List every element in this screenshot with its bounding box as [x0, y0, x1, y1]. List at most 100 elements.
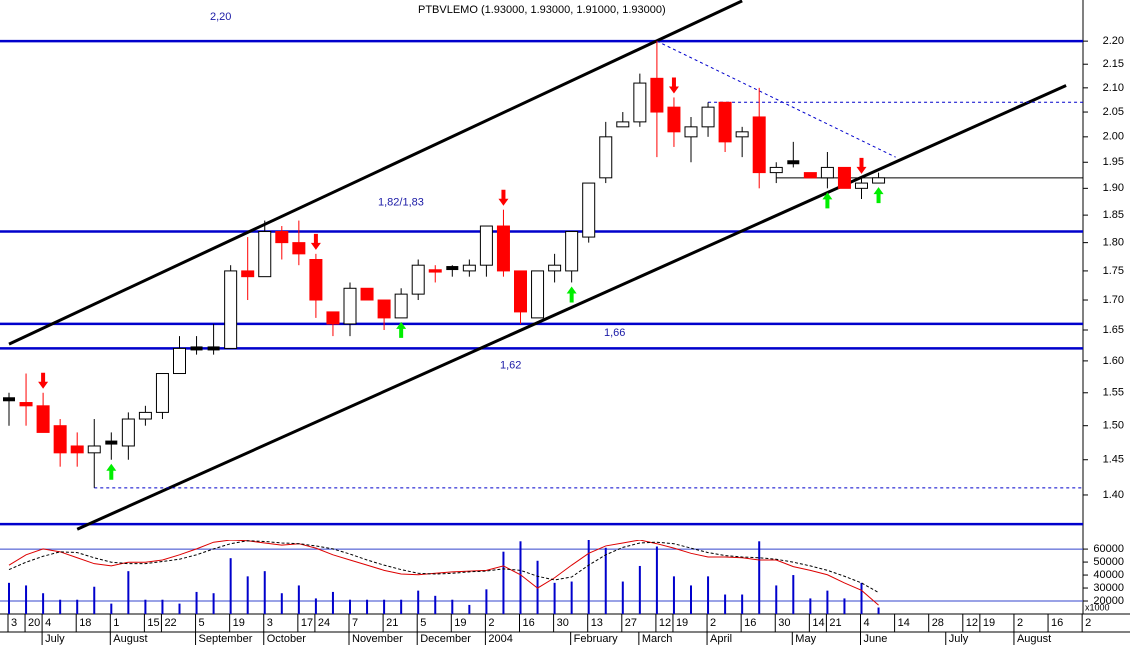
candle-body [190, 346, 203, 351]
sell-arrow [498, 189, 509, 206]
volume-bar [638, 565, 641, 614]
x-tick-label: 19 [676, 617, 688, 629]
buy-arrow [106, 463, 117, 480]
candle-body [241, 270, 255, 278]
volume-bar [417, 590, 420, 614]
candle-body [514, 270, 527, 313]
y-tick-label: 2.05 [1103, 106, 1124, 118]
volume-bar [707, 576, 710, 614]
y-tick-label: 1.90 [1103, 182, 1124, 194]
x-tick-label: 2 [1017, 617, 1023, 629]
candle-body [360, 287, 374, 301]
volume-bar [758, 541, 761, 614]
x-tick-label: 2 [1085, 617, 1091, 629]
volume-bar [519, 541, 522, 614]
x-tick-label: 12 [659, 617, 671, 629]
volume-bar [229, 558, 232, 614]
volume-bar [195, 591, 198, 614]
volume-bar [655, 546, 658, 614]
candle-body [411, 264, 425, 295]
candle-body [309, 259, 323, 301]
x-tick-label: 18 [79, 617, 91, 629]
volume-bar [502, 551, 505, 614]
volume-bar [741, 594, 744, 614]
candle-body [531, 270, 545, 319]
volume-bar [178, 603, 181, 614]
candle-body [275, 231, 289, 244]
volume-bar [246, 576, 249, 614]
line-label: 2,20 [210, 11, 231, 23]
volume-bar [843, 598, 846, 614]
volume-bar [400, 599, 403, 614]
volume-bar [383, 599, 386, 614]
volume-bar [144, 599, 147, 614]
volume-bar [263, 571, 266, 614]
volume-bar [434, 595, 437, 614]
month-label: July [949, 633, 969, 645]
volume-tick-label: 20000 [1093, 595, 1124, 607]
oscillator-line [8, 540, 879, 606]
x-tick-label: 5 [420, 617, 426, 629]
month-label: August [113, 633, 147, 645]
x-tick-label: 16 [744, 617, 756, 629]
candle-body [462, 264, 476, 272]
x-tick-label: 2 [710, 617, 716, 629]
volume-unit: x1000 [1085, 602, 1110, 612]
volume-bar [468, 604, 471, 614]
x-tick-label: 3 [11, 617, 17, 629]
y-tick-label: 1.40 [1103, 489, 1124, 501]
x-tick-label: 2 [488, 617, 494, 629]
candle-body [343, 287, 357, 325]
x-tick-label: 22 [164, 617, 176, 629]
month-label: May [795, 633, 816, 645]
candle-body [138, 411, 152, 420]
month-label: April [710, 633, 732, 645]
y-tick-label: 1.80 [1103, 237, 1124, 249]
volume-bar [587, 540, 590, 614]
buy-arrow [873, 187, 884, 204]
sell-arrow [668, 77, 679, 94]
candle-body [258, 231, 272, 278]
x-tick-label: 17 [301, 617, 313, 629]
candle-body [565, 231, 579, 272]
x-tick-label: 30 [557, 617, 569, 629]
volume-bar [297, 585, 300, 614]
candle-body [87, 445, 101, 454]
x-tick-label: 19 [233, 617, 245, 629]
candle-body [599, 136, 613, 179]
volume-bar [724, 594, 727, 614]
candle-body [701, 106, 715, 128]
volume-bar [570, 581, 573, 614]
y-tick-label: 1.55 [1103, 387, 1124, 399]
candle-body [292, 242, 306, 255]
month-label: June [864, 633, 888, 645]
candle-body [121, 418, 135, 447]
candle-body [70, 445, 84, 454]
candle-body [582, 182, 596, 238]
y-tick-label: 1.50 [1103, 420, 1124, 432]
candle-body [394, 293, 408, 319]
x-tick-label: 28 [932, 617, 944, 629]
x-tick-label: 16 [1051, 617, 1063, 629]
y-tick-label: 2.15 [1103, 58, 1124, 70]
volume-bar [110, 603, 113, 614]
candle-body [752, 116, 766, 174]
x-tick-label: 30 [778, 617, 790, 629]
y-tick-label: 1.75 [1103, 265, 1124, 277]
x-tick-label: 12 [966, 617, 978, 629]
candle-body [872, 177, 886, 184]
volume-bar [93, 586, 96, 614]
oscillator-line [8, 540, 879, 593]
x-tick-label: 20 [28, 617, 40, 629]
volume-tick-label: 60000 [1093, 543, 1124, 555]
sell-arrow [310, 233, 321, 250]
x-tick-label: 4 [864, 617, 870, 629]
candle-body [787, 160, 800, 165]
candle-body [224, 270, 238, 349]
volume-bar [877, 607, 880, 614]
line-label: 1,82/1,83 [378, 196, 424, 208]
volume-bar [349, 599, 351, 614]
volume-bar [826, 590, 829, 614]
candle-body [548, 264, 562, 272]
